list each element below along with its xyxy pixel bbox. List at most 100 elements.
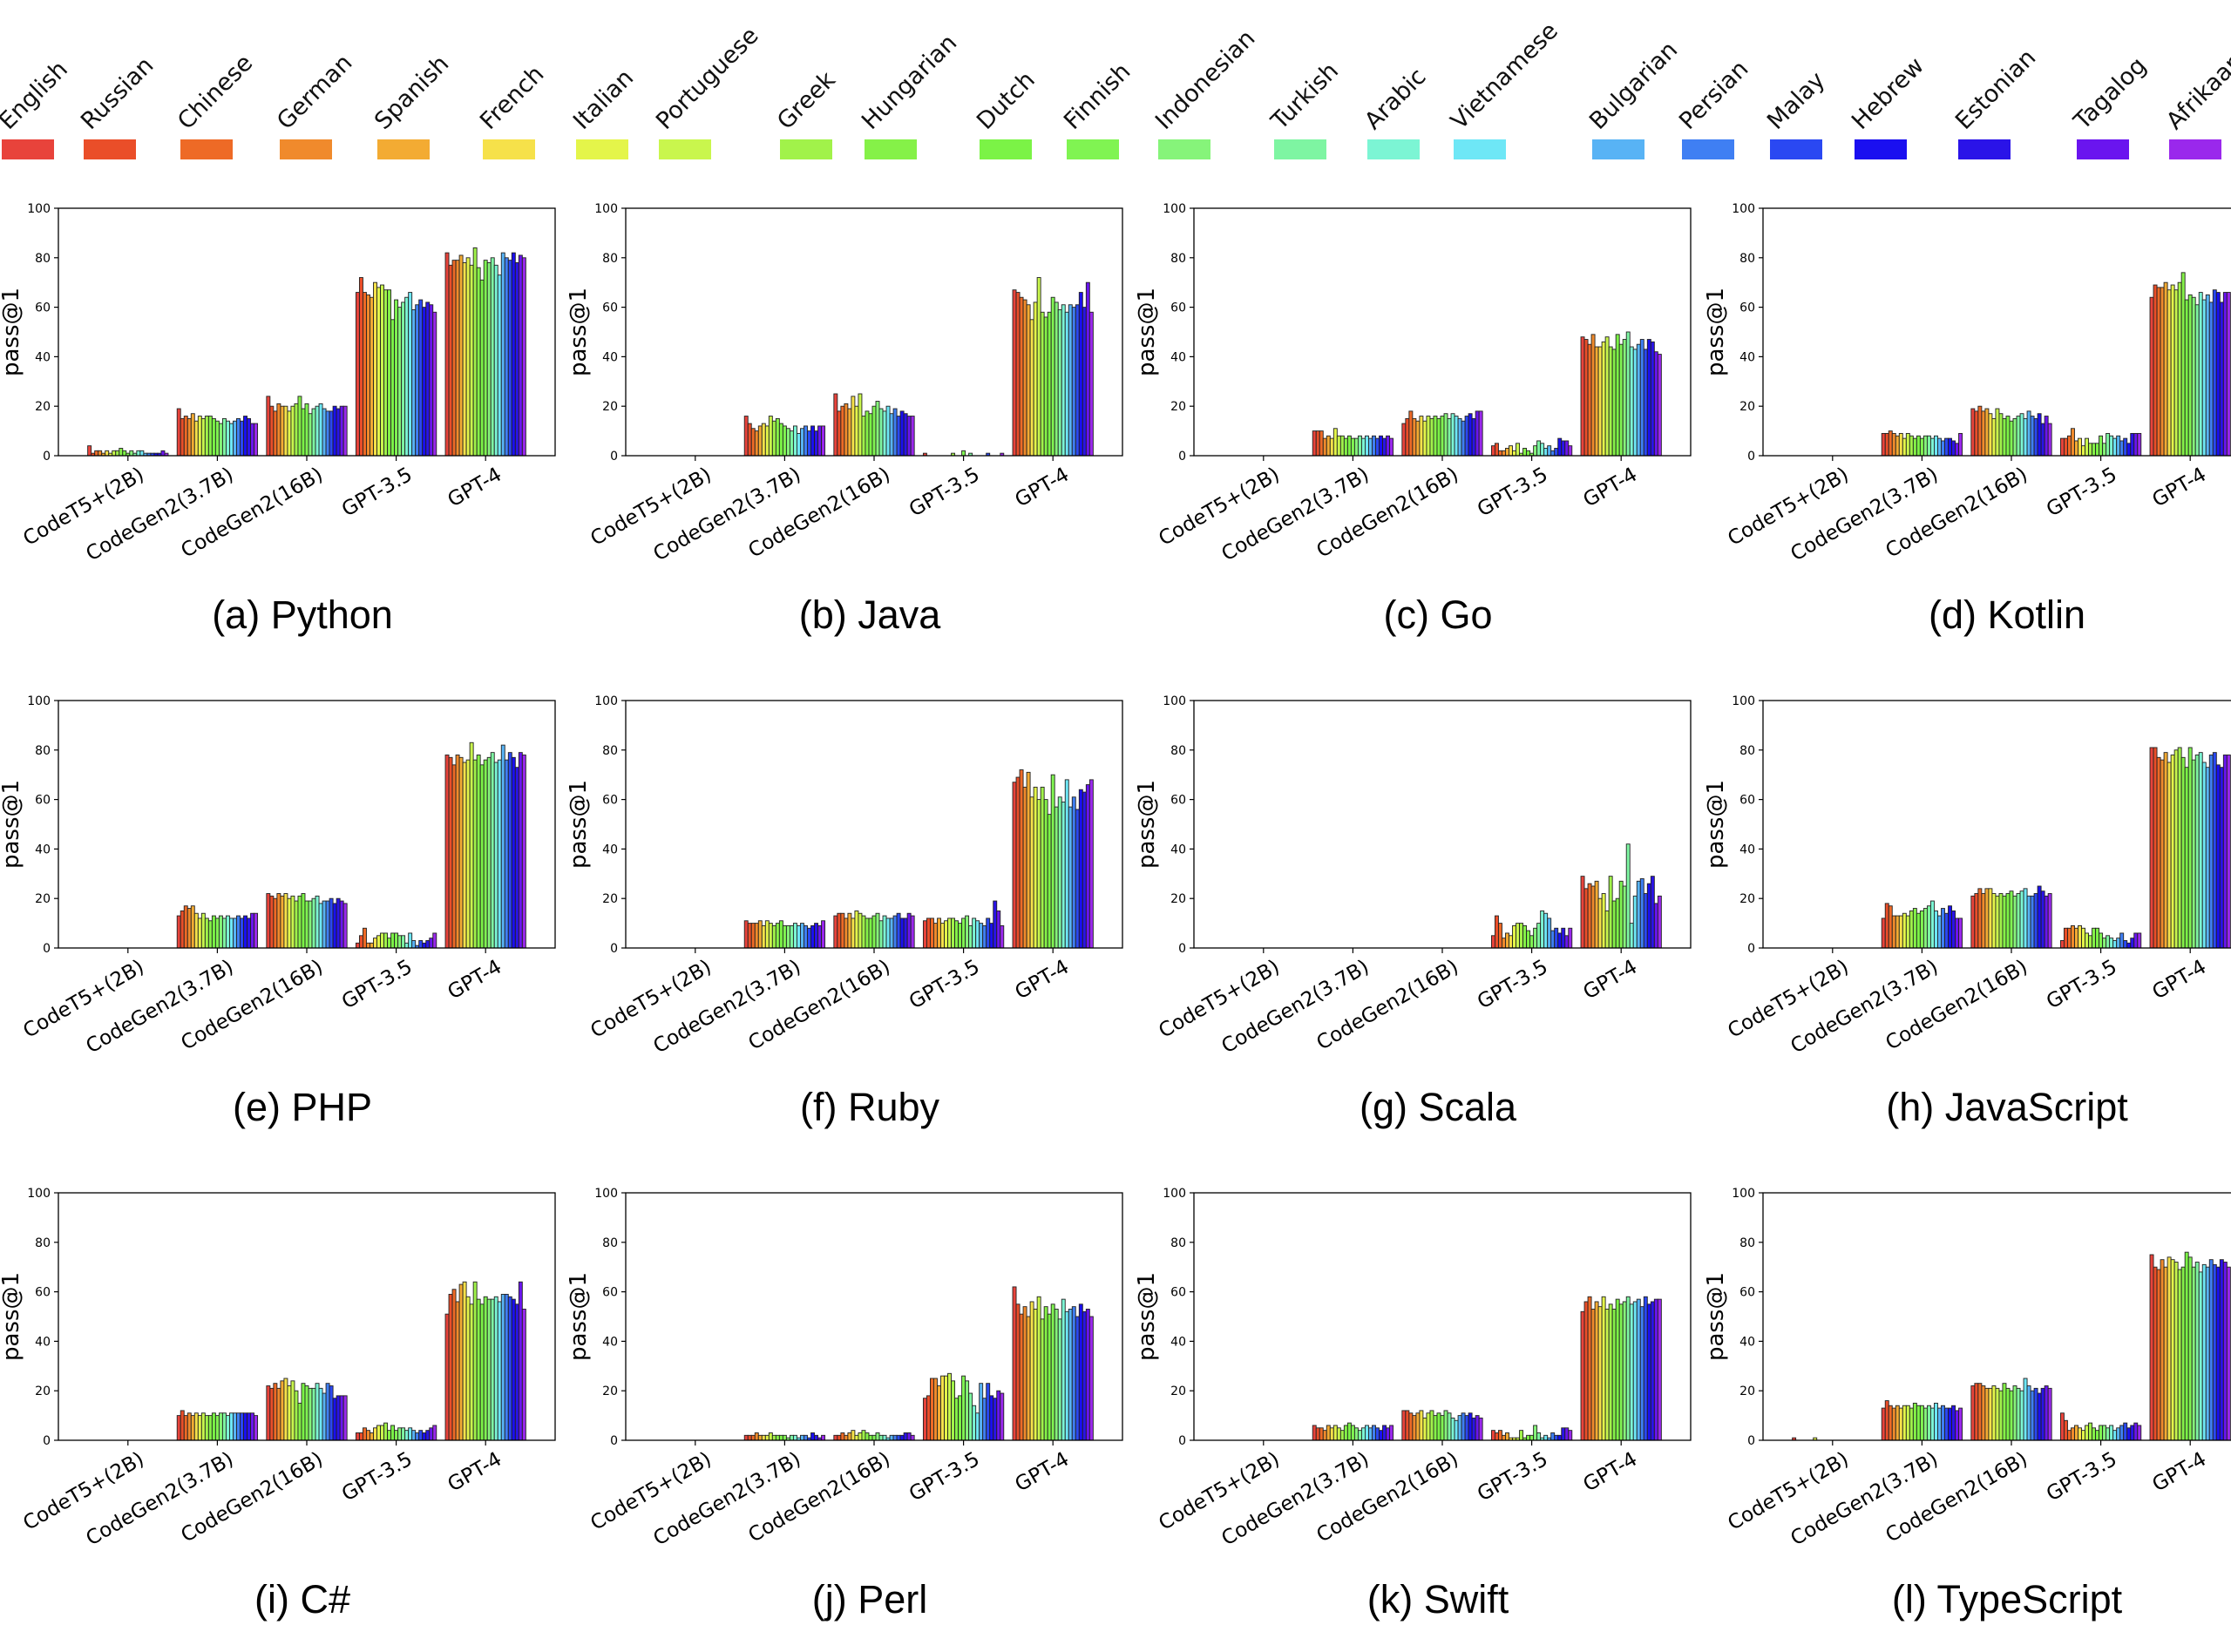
bar [1958,917,1963,949]
y-tick-label: 40 [1739,843,1755,856]
bar [1033,1309,1038,1441]
bar [1043,799,1048,949]
bar [1329,1427,1334,1441]
bar [1998,413,2004,457]
bar [1955,443,1960,457]
bar [837,1434,842,1441]
bar [789,1434,794,1441]
bar [233,1412,237,1441]
bar [486,262,492,457]
bar [2078,1427,2082,1441]
bar [497,759,502,949]
bar [493,1296,498,1441]
bar [250,912,255,949]
bar [947,1372,952,1441]
y-tick-label: 40 [602,843,618,856]
bar [479,1303,485,1441]
bar [961,450,966,457]
bar [2092,1427,2097,1441]
bar [1948,905,1952,949]
legend-item-dutch: Dutch [972,66,1041,159]
bar [858,1432,863,1441]
bar [2130,1425,2135,1441]
bar [814,1434,818,1441]
bar [754,923,759,949]
bar [1360,1427,1366,1441]
bar [1977,888,1983,949]
bar [2198,752,2203,949]
bar [1464,1415,1469,1441]
bar [1379,435,1383,457]
bar [432,311,437,457]
bar [2040,423,2045,457]
bar [2184,1251,2189,1441]
bar [1088,311,1094,457]
bar [2226,1266,2231,1441]
bar [366,1430,370,1441]
bar [1401,423,1407,457]
bar [87,445,92,457]
bar [1933,435,1938,457]
bar [1657,1298,1662,1441]
bar [511,252,516,457]
bar-group-4 [922,900,1005,949]
bar [847,1432,852,1441]
x-tick-label: GPT-4 [1012,956,1074,1005]
bar [854,405,859,457]
bar [1891,915,1896,949]
bar [211,915,216,949]
x-tick-label: GPT-3.5 [1474,464,1552,522]
bar [287,1385,292,1441]
bar [764,920,770,949]
y-tick-label: 20 [1739,1385,1755,1398]
bar [2201,762,2207,949]
bar [885,917,891,949]
bar [2095,443,2100,457]
bar [2133,932,2139,949]
bar [868,1434,873,1441]
bar [878,920,884,949]
bar [504,759,509,949]
bar-group-3 [1970,405,2052,457]
y-tick-label: 60 [35,301,51,315]
bar-group-2 [743,1432,826,1441]
y-tick-label: 20 [1739,892,1755,906]
x-tick-label: CodeGen2(3.7B) [1218,464,1373,566]
y-tick-label: 100 [594,694,618,708]
bar [1944,1407,1949,1441]
bar [865,917,870,949]
bar [854,910,859,949]
bar [2040,890,2045,949]
bar [1937,915,1942,949]
bar-group-5 [444,741,526,949]
x-tick-label: CodeGen2(3.7B) [1787,1448,1943,1551]
y-tick-label: 100 [1163,1187,1186,1201]
bar [1533,927,1538,949]
bar [1557,437,1563,457]
bar [455,1301,460,1441]
bar [2033,417,2038,457]
bar [200,1412,206,1441]
bar [1412,417,1417,457]
bar [180,1410,185,1441]
bar [2044,1385,2049,1441]
bar [837,912,842,949]
bar [1536,1432,1542,1441]
bar [370,296,374,457]
bar [792,1434,797,1441]
bar [211,417,216,457]
legend: English Russian Chinese German Spanish French… [0,17,2231,159]
bar-group-4 [355,277,437,457]
bar [1436,417,1441,457]
bar [1085,1309,1090,1441]
bar [1526,930,1531,949]
bar [339,1395,344,1441]
y-axis-label: pass@1 [1703,1272,1729,1361]
y-axis-label: pass@1 [1134,780,1160,869]
bar [2067,927,2072,949]
bar [1386,435,1391,457]
bar [1026,304,1031,457]
bar [2033,893,2038,949]
bar [2191,1266,2196,1441]
bar [207,416,213,457]
